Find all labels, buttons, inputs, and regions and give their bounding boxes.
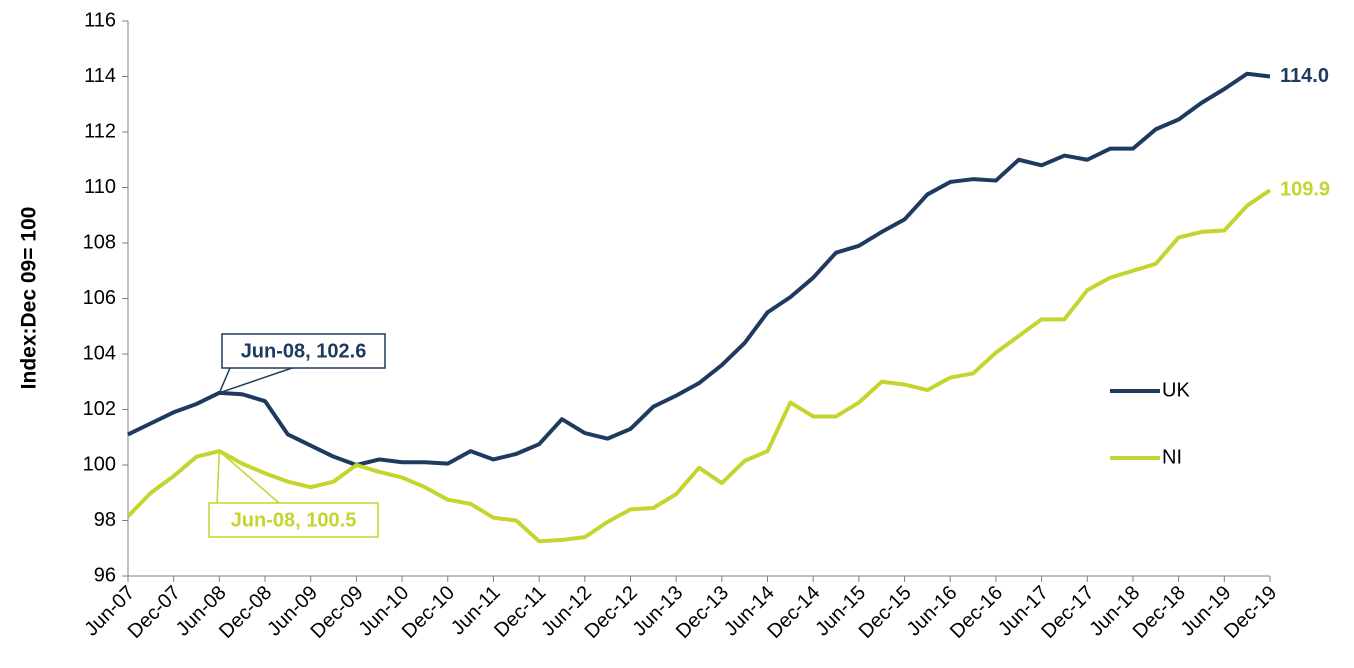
y-tick-label: 102 — [83, 398, 116, 420]
callout-leader — [218, 450, 280, 504]
x-tick-label: Dec-11 — [490, 582, 550, 642]
x-tick-label: Dec-16 — [946, 582, 1007, 643]
y-axis-label: Index:Dec 09= 100 — [18, 207, 41, 390]
x-tick-label: Dec-09 — [307, 582, 368, 643]
x-tick-label: Dec-18 — [1129, 582, 1190, 643]
x-tick-label: Dec-07 — [124, 582, 185, 643]
x-tick-label: Dec-14 — [763, 582, 824, 643]
y-tick-label: 98 — [94, 509, 116, 531]
y-tick-label: 110 — [84, 176, 116, 198]
x-tick-label: Dec-19 — [1220, 582, 1281, 643]
y-tick-label: 104 — [83, 342, 116, 364]
legend-label: UK — [1162, 379, 1190, 401]
line-series — [126, 188, 1272, 544]
x-tick-label: Dec-15 — [855, 582, 916, 643]
x-tick-label: Dec-08 — [215, 582, 276, 643]
x-tick-label: Dec-13 — [672, 582, 733, 643]
annotation: Jun-08, 100.5 — [231, 509, 357, 531]
end-label: 114.0 — [1280, 65, 1329, 87]
legend-label: NI — [1162, 446, 1182, 468]
x-tick-label: Dec-10 — [398, 582, 459, 643]
y-tick-label: 116 — [84, 9, 116, 31]
y-tick-label: 112 — [84, 120, 116, 142]
y-tick-label: 108 — [83, 231, 116, 253]
y-tick-label: 106 — [83, 287, 116, 309]
callout-leader — [216, 451, 221, 504]
annotation: Jun-08, 102.6 — [241, 340, 367, 362]
y-tick-label: 114 — [84, 65, 116, 87]
callout-box — [221, 333, 386, 369]
y-tick-label: 100 — [83, 453, 116, 475]
callout-box — [208, 502, 379, 538]
end-label: 109.9 — [1280, 179, 1330, 201]
line-series — [127, 71, 1271, 467]
callout-leader — [219, 367, 293, 394]
callout-leader — [218, 367, 231, 394]
y-tick-label: 96 — [94, 564, 116, 586]
x-tick-label: Dec-12 — [581, 582, 642, 643]
x-tick-label: Dec-17 — [1037, 582, 1098, 643]
